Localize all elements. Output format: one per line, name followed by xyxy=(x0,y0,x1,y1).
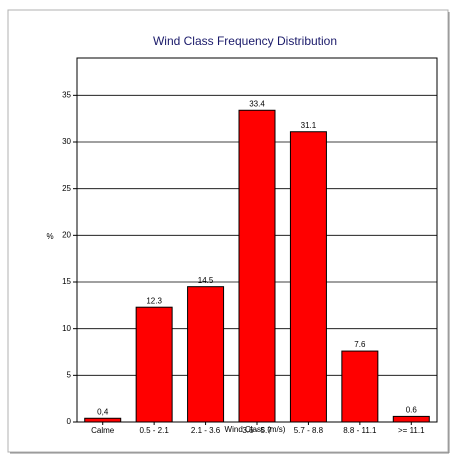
y-tick-label: 15 xyxy=(62,277,71,286)
data-label: 7.6 xyxy=(354,340,366,349)
chart-title: Wind Class Frequency Distribution xyxy=(153,34,337,48)
y-tick-label: 35 xyxy=(62,90,71,99)
x-axis-label: Wind Class (m/s) xyxy=(225,425,286,434)
data-label: 0,4 xyxy=(97,407,109,416)
x-tick-label: Calme xyxy=(91,426,115,435)
y-tick-label: 10 xyxy=(62,324,71,333)
x-tick-label: 8.8 - 11.1 xyxy=(343,426,377,435)
y-tick-label: 5 xyxy=(67,370,72,379)
x-tick-label: >= 11.1 xyxy=(398,426,425,435)
y-tick-label: 0 xyxy=(67,417,72,426)
data-label: 31.1 xyxy=(301,121,317,130)
y-axis-label: % xyxy=(46,232,53,241)
x-tick-label: 0.5 - 2.1 xyxy=(139,426,169,435)
bar xyxy=(84,417,122,423)
bar xyxy=(238,109,276,423)
x-tick-label: 5.7 - 8.8 xyxy=(294,426,324,435)
bar xyxy=(289,131,327,423)
x-tick-label: 3.6 - 5.7 xyxy=(242,426,272,435)
bar xyxy=(135,306,173,423)
data-label: 33.4 xyxy=(249,99,265,108)
x-tick-label: 2.1 - 3.6 xyxy=(191,426,221,435)
y-tick-label: 30 xyxy=(62,137,71,146)
data-label: 0.6 xyxy=(406,406,418,415)
y-tick-label: 20 xyxy=(62,230,71,239)
bar xyxy=(392,415,430,423)
data-label: 14.5 xyxy=(198,276,214,285)
data-label: 12.3 xyxy=(146,296,162,305)
chart-frame xyxy=(7,9,449,453)
y-tick-label: 25 xyxy=(62,184,71,193)
bar xyxy=(341,350,379,423)
bar xyxy=(187,286,225,423)
